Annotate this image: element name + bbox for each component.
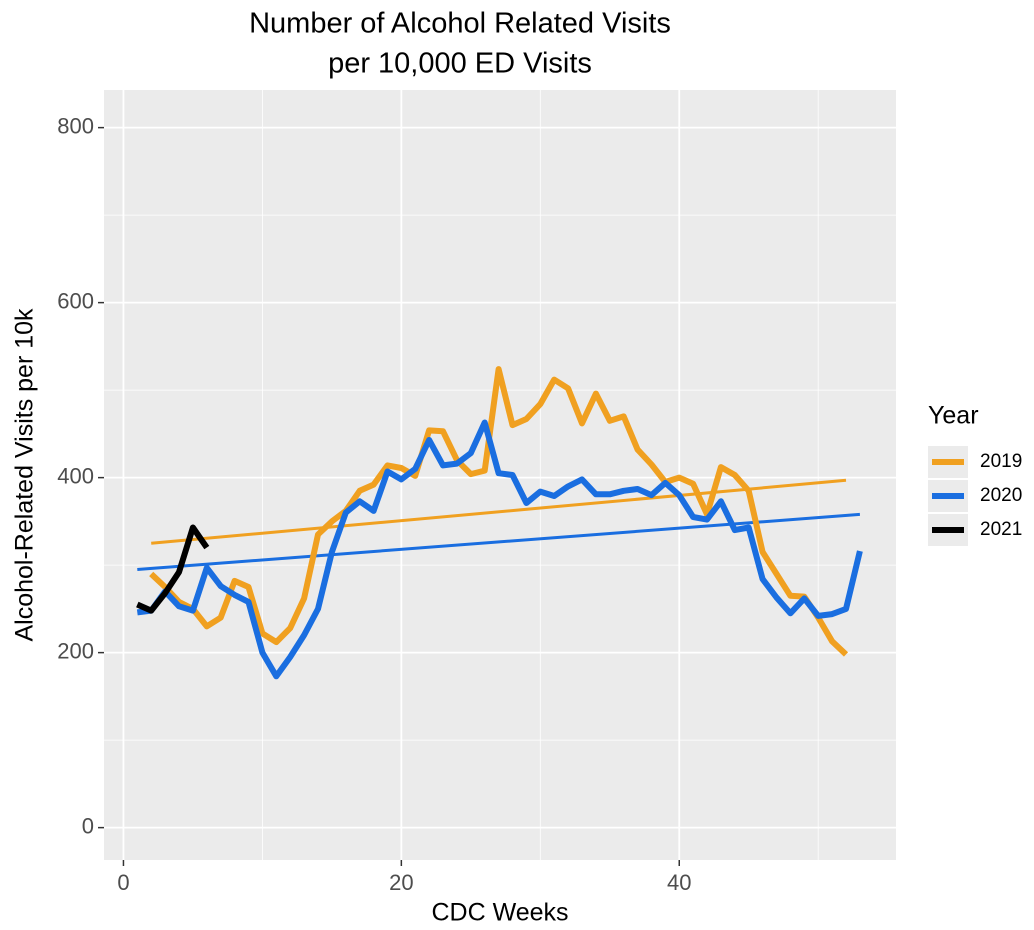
y-tick-label: 400: [57, 463, 94, 488]
chart-title: Number of Alcohol Related Visits: [249, 8, 671, 40]
series-line: [136, 524, 210, 614]
x-tick-label: 40: [667, 870, 691, 895]
chart-title: per 10,000 ED Visits: [328, 48, 592, 80]
trend-line: [137, 512, 861, 571]
legend-label: 2020: [980, 485, 1022, 506]
y-tick-label: 600: [57, 288, 94, 313]
y-axis-label: Alcohol-Related Visits per 10k: [11, 308, 39, 642]
series-line: [136, 419, 863, 680]
x-tick-label: 20: [389, 870, 413, 895]
x-tick-label: 0: [117, 870, 129, 895]
legend-label: 2021: [980, 519, 1022, 540]
trend-line: [151, 478, 847, 545]
y-tick-label: 800: [57, 113, 94, 138]
legend-label: 2019: [980, 451, 1022, 472]
x-axis-label: CDC Weeks: [431, 899, 568, 927]
legend-title: Year: [928, 402, 979, 430]
y-tick-label: 0: [82, 813, 94, 838]
series-line: [149, 366, 849, 657]
y-tick-label: 200: [57, 638, 94, 663]
